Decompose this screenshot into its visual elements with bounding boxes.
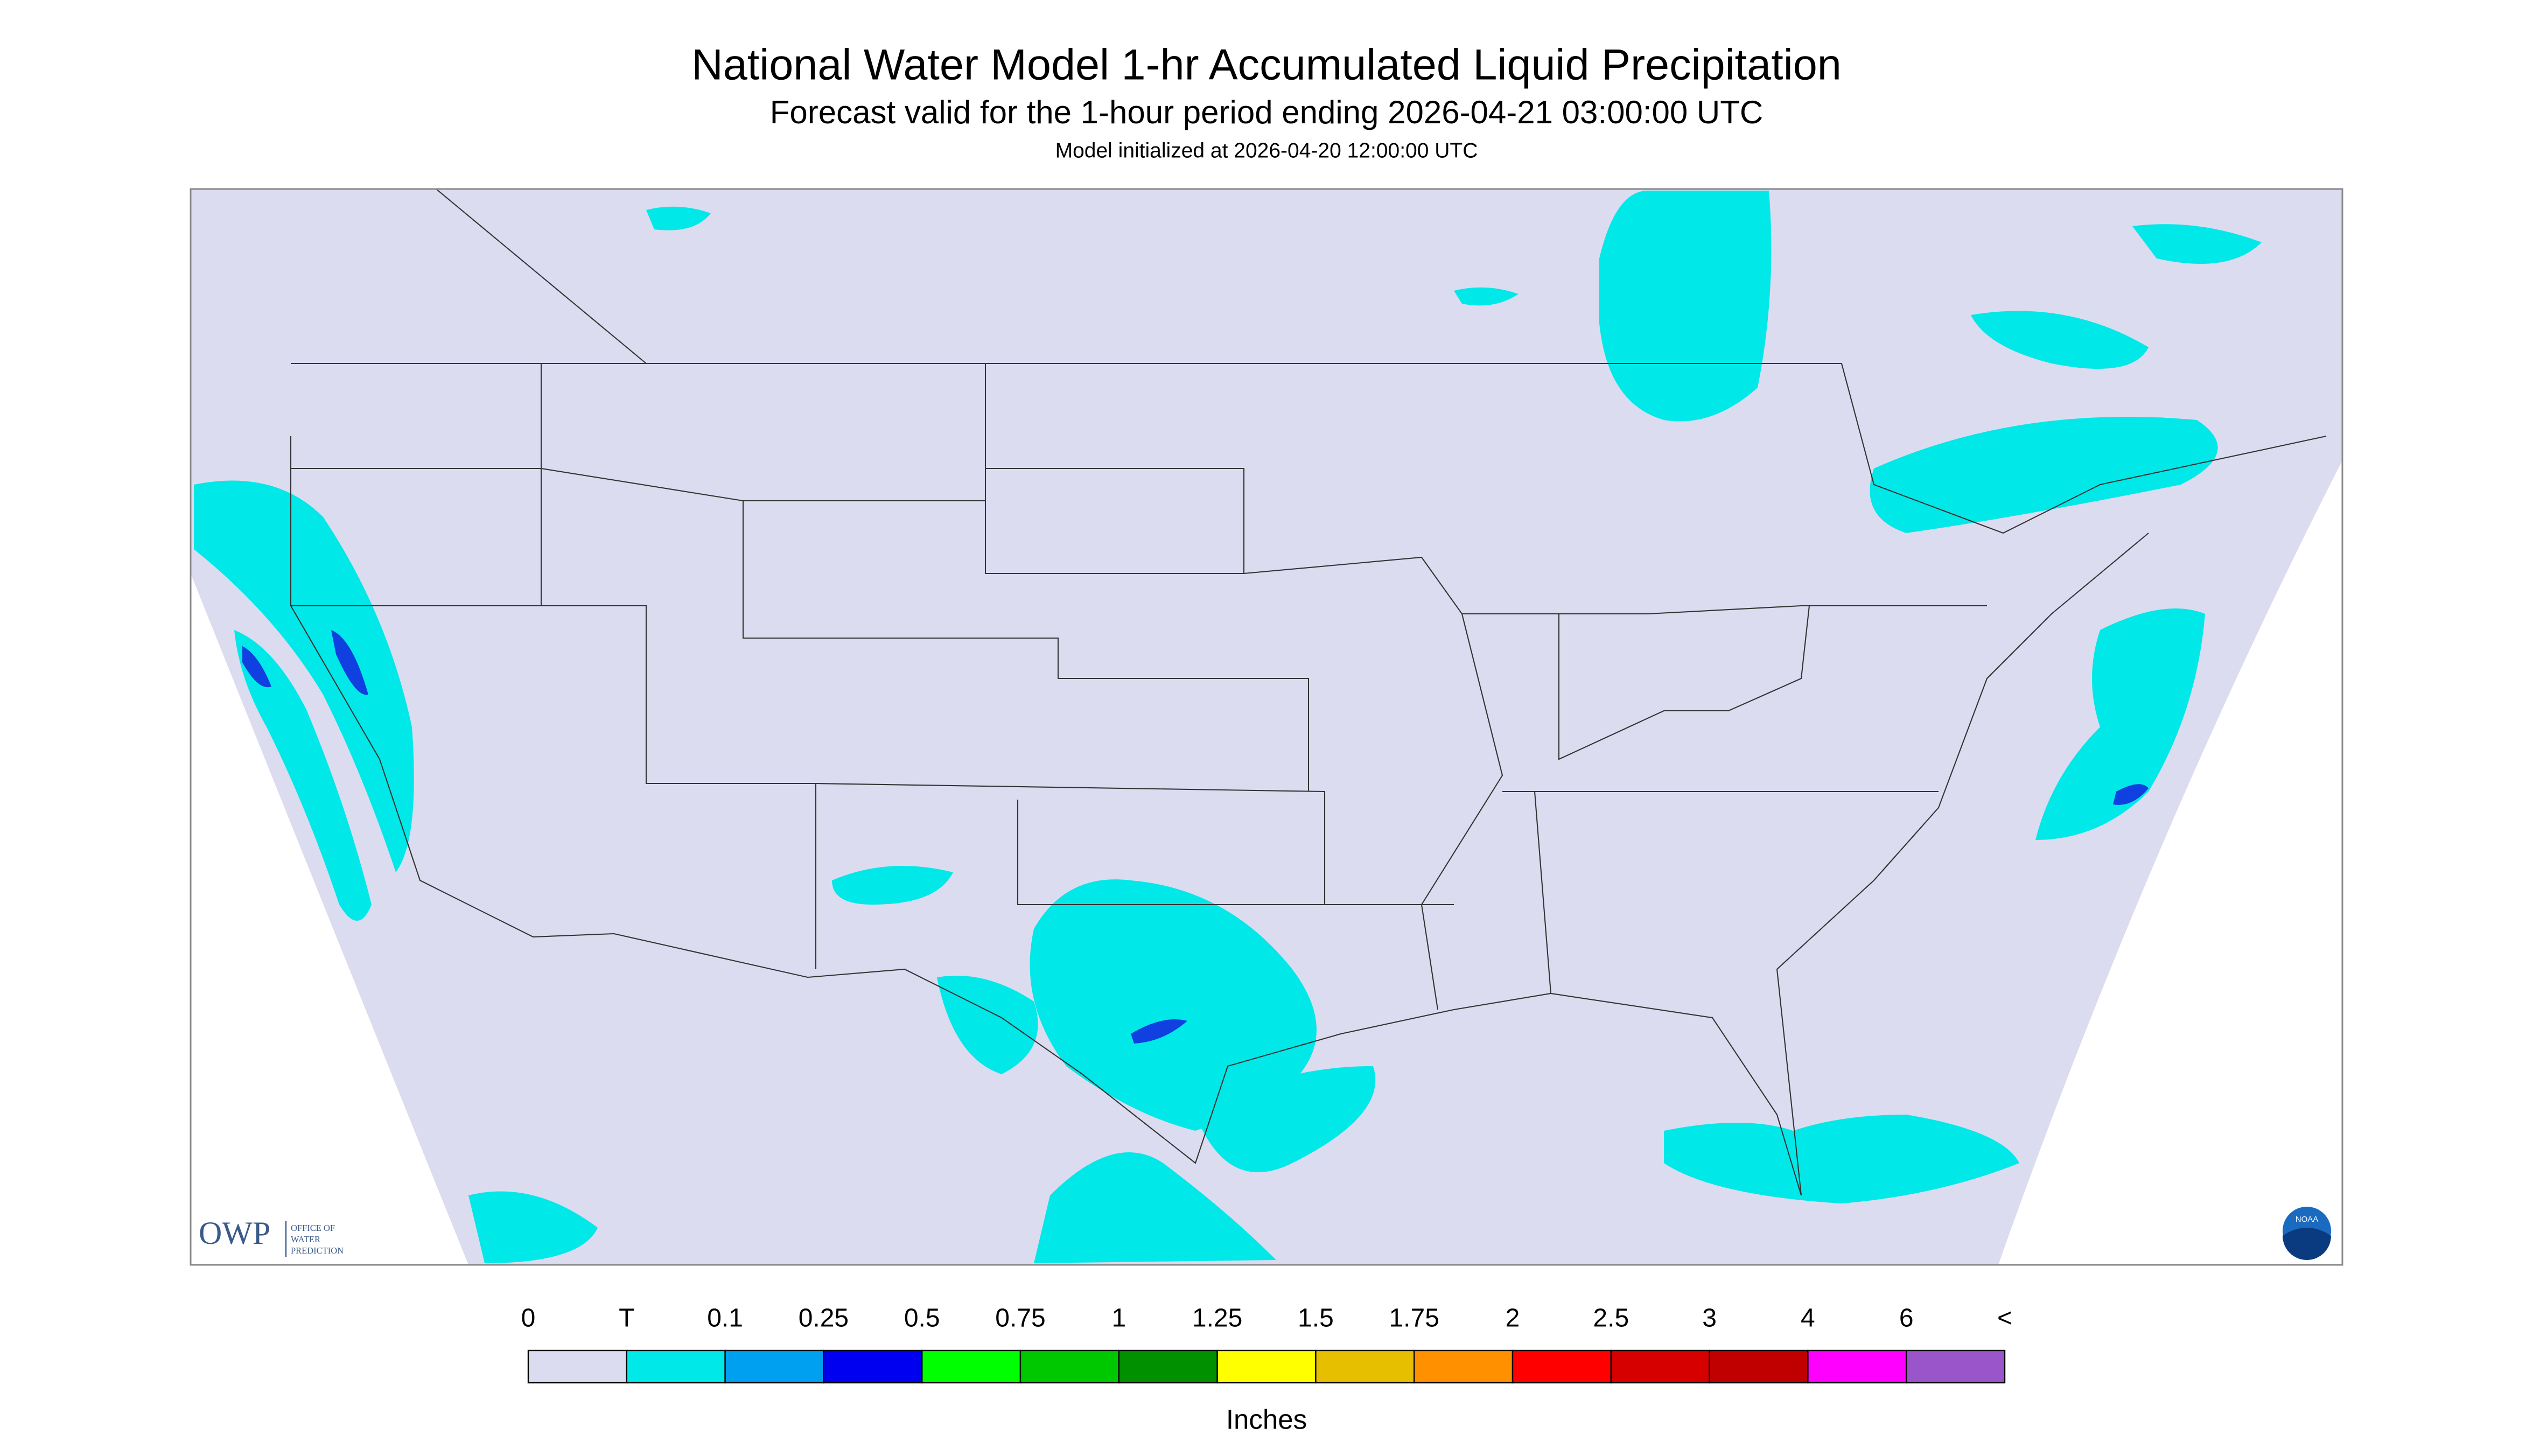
precip-area — [1030, 879, 1317, 1131]
precip-area — [937, 976, 1038, 1075]
legend-label: 0 — [521, 1304, 536, 1333]
precip-area — [194, 480, 414, 873]
precip-area — [234, 630, 372, 921]
border-line — [815, 782, 1454, 906]
legend-label: 2 — [1506, 1304, 1520, 1333]
legend-label: 4 — [1801, 1304, 1815, 1333]
init-time: Model initialized at 2026-04-20 12:00:00… — [1055, 139, 1478, 162]
precip-area — [468, 1191, 598, 1264]
border-line — [436, 188, 647, 364]
border-line — [290, 436, 2149, 1196]
domain-mask-right — [1998, 460, 2342, 1265]
legend-label: 6 — [1899, 1304, 1914, 1333]
legend-label: T — [619, 1304, 634, 1333]
subtitle: Forecast valid for the 1-hour period end… — [770, 94, 1763, 130]
legend-swatch — [1315, 1349, 1415, 1384]
precip-area — [1664, 1115, 2019, 1204]
precip-area — [1195, 1066, 1376, 1173]
border-line — [1421, 613, 1503, 1010]
legend-swatch — [1807, 1349, 1907, 1384]
owp-logo-text: PREDICTION — [291, 1245, 344, 1256]
border-line — [1017, 800, 1325, 906]
legend-label: 1.75 — [1389, 1304, 1439, 1333]
legend-swatch — [1019, 1349, 1120, 1384]
heavy-precip — [1131, 1019, 1187, 1044]
precipitation — [194, 191, 2262, 1264]
legend-label: 2.5 — [1593, 1304, 1629, 1333]
precip-area — [1454, 287, 1519, 306]
map: OWP OFFICE OF WATER PREDICTION NOAA — [190, 188, 2343, 1266]
heavy-precip — [242, 646, 271, 688]
legend-swatch — [1905, 1349, 2006, 1384]
legend-swatch — [1610, 1349, 1710, 1384]
map-frame — [190, 188, 2343, 1266]
title: National Water Model 1-hr Accumulated Li… — [691, 40, 1842, 89]
precip-area — [1971, 311, 2149, 369]
border-line — [291, 362, 2327, 534]
legend: 0 T 0.1 0.25 0.5 0.75 1 1.25 1.5 1.75 2 2.5 3 4 6 < — [521, 1304, 2012, 1384]
legend-swatch — [1414, 1349, 1514, 1384]
legend-swatch — [626, 1349, 726, 1384]
legend-label: 1.5 — [1298, 1304, 1334, 1333]
legend-label: 0.75 — [995, 1304, 1045, 1333]
owp-logo-text: OFFICE OF — [291, 1223, 335, 1233]
precip-area — [646, 206, 711, 230]
owp-logo: OWP — [199, 1215, 270, 1251]
legend-label: 1 — [1111, 1304, 1126, 1333]
precip-area — [1870, 417, 2218, 534]
border-line — [1558, 605, 1810, 760]
precip-area — [1599, 191, 1772, 422]
precip-area — [832, 866, 953, 905]
border-line — [742, 501, 1310, 792]
legend-label: < — [1997, 1304, 2012, 1333]
border-line — [291, 605, 817, 970]
domain-mask-left — [191, 573, 468, 1265]
legend-swatch — [823, 1349, 923, 1384]
legend-unit: Inches — [1226, 1404, 1307, 1434]
legend-label: 0.5 — [904, 1304, 940, 1333]
legend-swatch — [724, 1349, 824, 1384]
heavy-precip — [2113, 784, 2149, 805]
borders — [290, 188, 2327, 1196]
precip-area — [1034, 1152, 1276, 1264]
legend-swatch — [1709, 1349, 1809, 1384]
legend-label: 1.25 — [1192, 1304, 1242, 1333]
legend-swatch — [1118, 1349, 1218, 1384]
legend-swatch — [921, 1349, 1021, 1384]
border-line — [1534, 791, 1552, 994]
owp-logo-text: WATER — [291, 1234, 320, 1244]
heavy-precip — [331, 630, 368, 695]
legend-label: 3 — [1702, 1304, 1717, 1333]
legend-swatch — [1512, 1349, 1612, 1384]
precip-area — [2132, 224, 2262, 264]
legend-swatch — [527, 1349, 628, 1384]
noaa-logo-wave — [2283, 1228, 2331, 1261]
precip-area — [2035, 608, 2205, 841]
legend-label: 0.1 — [707, 1304, 743, 1333]
legend-label: 0.25 — [799, 1304, 849, 1333]
noaa-logo-text: NOAA — [2296, 1215, 2319, 1224]
legend-swatch — [1216, 1349, 1317, 1384]
